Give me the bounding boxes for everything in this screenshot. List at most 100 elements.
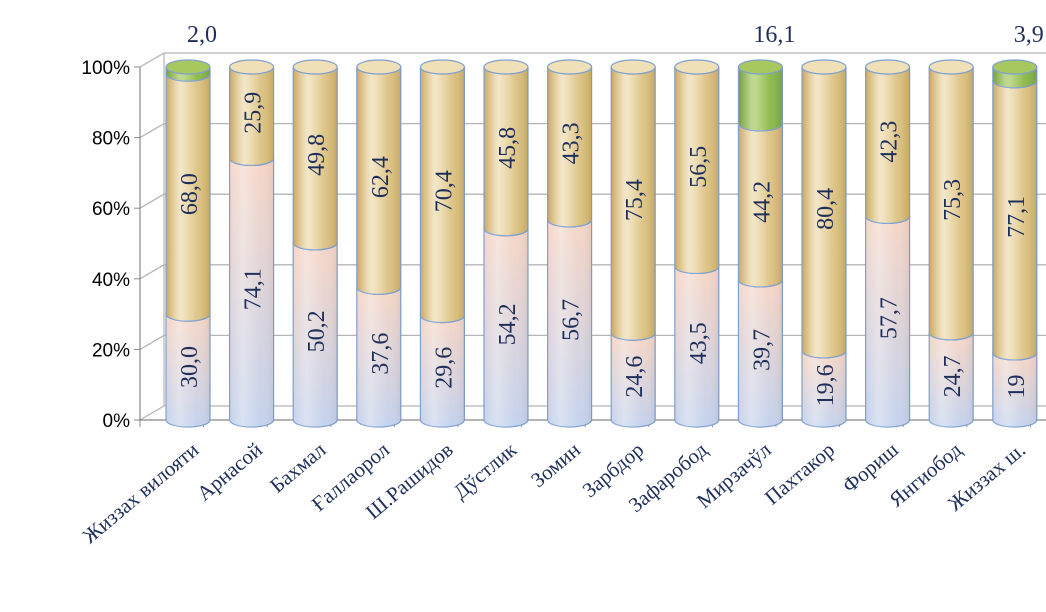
- bar-segment: [229, 59, 275, 167]
- bar-shine: [293, 67, 338, 250]
- bar-segment: [674, 59, 720, 275]
- bar-cap: [419, 59, 465, 75]
- bar-cap: [292, 59, 338, 75]
- data-label: 25,9: [241, 92, 267, 134]
- y-tick-label: 40%: [92, 270, 130, 291]
- x-tick-label: Жиззах вилояти: [78, 437, 204, 548]
- data-label: 37,6: [368, 333, 394, 375]
- bar-segment: [674, 258, 720, 428]
- data-label: 3,9: [1014, 22, 1044, 48]
- data-label: 75,3: [940, 179, 966, 221]
- data-label: 16,1: [753, 22, 795, 48]
- bar-cap: [992, 59, 1038, 75]
- bar-shine: [611, 67, 656, 341]
- data-label: 77,1: [1004, 196, 1030, 238]
- bar-segment: [610, 59, 656, 341]
- bar-segment: [292, 59, 338, 251]
- bar-segment: [864, 208, 911, 428]
- bar-cap: [546, 59, 593, 75]
- data-label: 24,6: [622, 356, 648, 398]
- x-tick-label: Дўстлик: [449, 437, 522, 504]
- bar-cap: [928, 59, 974, 75]
- data-label: 56,5: [686, 146, 712, 188]
- bar-shine: [547, 67, 592, 227]
- bar-shine: [802, 67, 846, 358]
- y-tick-label: 80%: [92, 129, 130, 150]
- data-label: 24,7: [940, 355, 966, 397]
- bar-shine: [738, 279, 783, 428]
- data-label: 42,3: [877, 121, 903, 163]
- data-label: 49,8: [304, 134, 330, 176]
- bars-layer: [165, 59, 1038, 428]
- bar-segment: [483, 59, 529, 237]
- data-label: 2,0: [187, 22, 217, 48]
- data-label: 43,3: [559, 122, 585, 164]
- bar-segment: [610, 325, 656, 428]
- bar-shine: [674, 266, 719, 428]
- gridline: [139, 52, 1046, 68]
- x-tick-label: Зомин: [526, 437, 585, 492]
- data-label: 54,2: [495, 303, 521, 345]
- x-tick-label: Пахтакор: [760, 437, 839, 509]
- data-label: 19,6: [813, 364, 839, 406]
- bar-cap: [165, 59, 211, 75]
- bar-cap: [229, 59, 275, 75]
- bar-shine: [929, 332, 974, 428]
- data-label: 75,4: [622, 179, 648, 221]
- y-tick-label: 20%: [92, 340, 130, 361]
- data-label: 68,0: [177, 173, 203, 215]
- bar-segment: [165, 66, 211, 322]
- data-label: 45,8: [495, 127, 521, 169]
- bar-shine: [865, 67, 910, 224]
- bar-segment: [864, 59, 911, 224]
- bar-cap: [864, 59, 911, 75]
- bar-shine: [484, 67, 528, 236]
- bar-shine: [166, 314, 210, 427]
- bar-cap: [737, 59, 784, 75]
- data-label: 29,6: [431, 347, 457, 389]
- bar-shine: [992, 67, 1037, 88]
- bar-segment: [419, 307, 465, 428]
- bar-segment: [992, 73, 1038, 361]
- bar-cap: [674, 59, 720, 75]
- bar-shine: [738, 123, 783, 287]
- data-label: 44,2: [749, 181, 775, 223]
- bar-shine: [674, 67, 719, 274]
- y-tick-label: 100%: [81, 58, 130, 79]
- bar-segment: [165, 59, 211, 82]
- bar-shine: [420, 67, 465, 323]
- bar-segment: [737, 59, 784, 132]
- data-label: 50,2: [304, 310, 330, 352]
- bar-segment: [356, 59, 402, 295]
- y-tick-label: 0%: [103, 411, 131, 432]
- bar-shine: [865, 216, 910, 428]
- bar-segment: [928, 59, 974, 341]
- data-label: 57,7: [877, 297, 903, 339]
- bar-shine: [229, 158, 274, 428]
- bar-segment: [419, 59, 465, 324]
- bar-shine: [738, 67, 783, 131]
- data-label: 39,7: [749, 329, 775, 371]
- data-label: 30,0: [177, 346, 203, 388]
- data-label: 62,4: [368, 156, 394, 198]
- bar-shine: [420, 315, 465, 428]
- bar-segment: [546, 59, 593, 228]
- data-label: 43,5: [686, 322, 712, 364]
- bar-segment: [992, 59, 1038, 89]
- bar-shine: [484, 228, 528, 427]
- bar-shine: [166, 74, 210, 322]
- bar-shine: [929, 67, 974, 340]
- bar-cap: [610, 59, 656, 75]
- bar-cap: [483, 59, 529, 75]
- data-label: 70,4: [431, 170, 457, 212]
- x-tick-label: Арнасой: [192, 437, 267, 505]
- data-label: 74,1: [241, 268, 267, 310]
- bar-shine: [611, 333, 656, 428]
- bar-cap: [801, 59, 847, 75]
- data-label: 19: [1004, 374, 1030, 398]
- bar-shine: [356, 287, 401, 428]
- bar-shine: [229, 67, 274, 166]
- data-label: 56,7: [559, 299, 585, 341]
- bar-cap: [356, 59, 402, 75]
